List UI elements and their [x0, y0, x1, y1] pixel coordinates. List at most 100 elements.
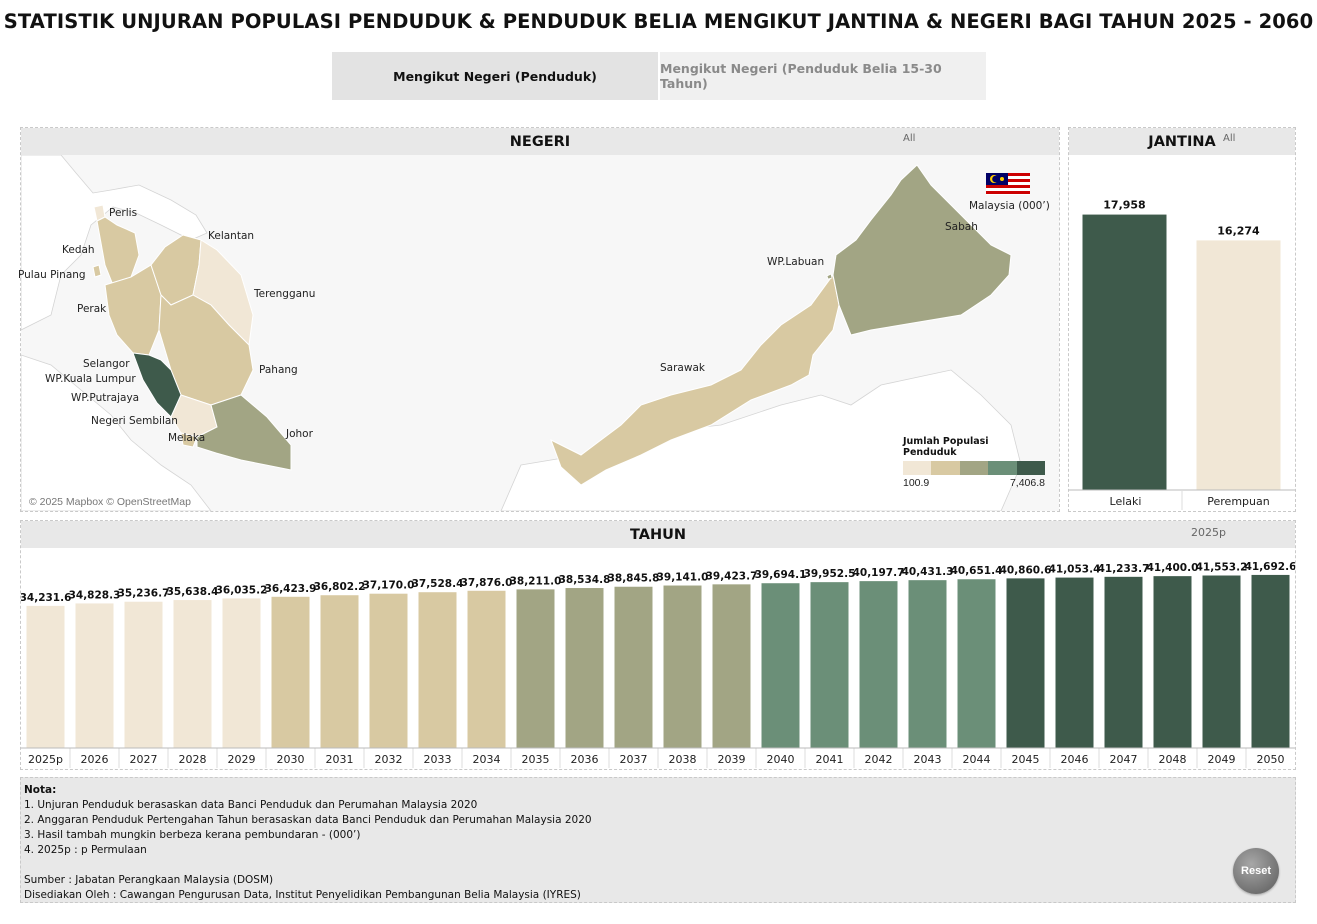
tahun-value-label: 35,236.7	[118, 588, 170, 600]
label-pulau-pinang: Pulau Pinang	[18, 269, 86, 281]
tahun-category-label: 2041	[816, 753, 844, 766]
state-melaka	[180, 432, 198, 448]
tahun-value-label: 40,431.3	[902, 566, 954, 578]
label-malaysia-total: Malaysia (000’)	[969, 200, 1050, 212]
legend-swatch-5	[1016, 461, 1046, 475]
tahun-category-label: 2040	[767, 753, 795, 766]
tahun-value-label: 36,035.2	[216, 584, 268, 596]
tahun-bar-2049	[1202, 575, 1241, 748]
tahun-bar-2048	[1153, 576, 1192, 748]
legend-swatch-2	[931, 461, 960, 475]
negeri-filter-all[interactable]: All	[903, 133, 916, 144]
tahun-value-label: 40,860.6	[1000, 564, 1052, 576]
state-kedah	[96, 216, 140, 286]
tahun-bar-2030	[271, 596, 310, 748]
tahun-category-label: 2032	[375, 753, 403, 766]
tahun-category-label: 2031	[326, 753, 354, 766]
tahun-filter-value[interactable]: 2025p	[1191, 526, 1226, 539]
tahun-value-label: 40,651.4	[951, 565, 1003, 577]
jantina-header: JANTINA	[1069, 128, 1295, 155]
label-wp-kuala-lumpur: WP.Kuala Lumpur	[45, 373, 136, 385]
jantina-bar-perempuan	[1196, 240, 1281, 490]
negeri-map-panel: NEGERI All	[18, 127, 1060, 512]
tahun-value-label: 39,423.7	[706, 570, 758, 582]
nota-panel: Nota: 1. Unjuran Penduduk berasaskan dat…	[20, 777, 1296, 903]
tahun-bar-2043	[908, 580, 947, 748]
label-kelantan: Kelantan	[208, 230, 255, 242]
malaysia-map[interactable]	[21, 155, 1059, 511]
tahun-category-label: 2043	[914, 753, 942, 766]
tahun-bar-2045	[1006, 578, 1045, 748]
tab-negeri-belia[interactable]: Mengikut Negeri (Penduduk Belia 15-30 Ta…	[660, 52, 986, 100]
tahun-category-label: 2037	[620, 753, 648, 766]
state-perak	[104, 264, 162, 356]
tahun-value-label: 41,692.6	[1245, 561, 1295, 573]
tab-negeri-penduduk[interactable]: Mengikut Negeri (Penduduk)	[332, 52, 658, 100]
jantina-bar-lelaki	[1082, 214, 1167, 490]
map-attribution: © 2025 Mapbox © OpenStreetMap	[29, 496, 191, 508]
reset-label: Reset	[1241, 865, 1271, 877]
tahun-value-label: 41,400.0	[1147, 562, 1199, 574]
tahun-bar-2025p	[26, 605, 65, 748]
tahun-bar-2034	[467, 590, 506, 748]
tahun-category-label: 2044	[963, 753, 991, 766]
tahun-category-label: 2048	[1159, 753, 1187, 766]
tahun-category-label: 2047	[1110, 753, 1138, 766]
nota-line-2: 2. Anggaran Penduduk Pertengahan Tahun b…	[24, 814, 592, 826]
tahun-value-label: 38,845.8	[608, 573, 660, 585]
tahun-value-label: 36,802.2	[314, 581, 366, 593]
label-melaka: Melaka	[168, 432, 206, 444]
tahun-bar-2041	[810, 582, 849, 748]
nota-source: Sumber : Jabatan Perangkaan Malaysia (DO…	[24, 874, 274, 886]
nota-prepared-by: Disediakan Oleh : Cawangan Pengurusan Da…	[24, 889, 581, 901]
jantina-bar-chart[interactable]: 17,958 Lelaki 16,274 Perempuan	[1069, 155, 1295, 511]
tahun-category-label: 2028	[179, 753, 207, 766]
tahun-bar-2047	[1104, 576, 1143, 748]
tahun-bar-2039	[712, 584, 751, 748]
jantina-panel: JANTINA All 17,958 Lelaki 16,274 Perempuan	[1068, 127, 1296, 512]
page-title: STATISTIK UNJURAN POPULASI PENDUDUK & PE…	[3, 10, 1314, 33]
label-wp-labuan: WP.Labuan	[767, 256, 825, 268]
tahun-category-label: 2036	[571, 753, 599, 766]
tahun-bar-2046	[1055, 577, 1094, 748]
tahun-category-label: 2042	[865, 753, 893, 766]
state-wp-labuan	[826, 273, 833, 280]
tahun-value-label: 37,876.0	[461, 577, 513, 589]
reset-button[interactable]: Reset	[1233, 848, 1279, 894]
legend-swatch-1	[903, 461, 932, 475]
label-johor: Johor	[286, 428, 313, 440]
tahun-value-label: 38,211.0	[510, 575, 562, 587]
legend-title: Jumlah Populasi Penduduk	[903, 436, 989, 458]
tahun-category-label: 2038	[669, 753, 697, 766]
malaysia-flag-icon	[986, 173, 1030, 195]
tahun-bar-chart[interactable]: 34,231.6 2025p 34,828.3 2026 35,236.7 2027 35,…	[21, 548, 1295, 770]
legend-swatch-4	[988, 461, 1017, 475]
legend-max: 7,406.8	[1009, 477, 1045, 489]
tahun-bar-2044	[957, 579, 996, 748]
tahun-value-label: 36,423.9	[265, 583, 317, 595]
tahun-bar-2027	[124, 601, 163, 748]
state-johor	[196, 394, 292, 471]
land-sumatra	[21, 354, 212, 511]
jantina-filter-all[interactable]: All	[1223, 133, 1236, 144]
tahun-bar-2040	[761, 583, 800, 748]
tahun-category-label: 2025p	[28, 753, 63, 766]
tahun-bar-2028	[173, 600, 212, 748]
tahun-category-label: 2026	[81, 753, 109, 766]
tahun-bar-2026	[75, 603, 114, 748]
tahun-value-label: 40,197.7	[853, 567, 905, 579]
tahun-bar-2036	[565, 588, 604, 748]
tahun-bar-2029	[222, 598, 261, 748]
view-tabs: Mengikut Negeri (Penduduk) Mengikut Nege…	[332, 52, 986, 100]
tahun-category-label: 2034	[473, 753, 501, 766]
tahun-category-label: 2049	[1208, 753, 1236, 766]
tahun-value-label: 34,231.6	[21, 592, 71, 604]
tahun-value-label: 41,233.7	[1098, 563, 1150, 575]
tahun-value-label: 39,952.5	[804, 568, 856, 580]
state-pulau-pinang	[92, 264, 102, 278]
legend-color-ramp	[903, 461, 1046, 475]
jantina-category-label: Perempuan	[1207, 495, 1269, 508]
nota-line-4: 4. 2025p : p Permulaan	[24, 844, 147, 856]
tahun-category-label: 2050	[1257, 753, 1285, 766]
jantina-category-label: Lelaki	[1110, 495, 1142, 508]
